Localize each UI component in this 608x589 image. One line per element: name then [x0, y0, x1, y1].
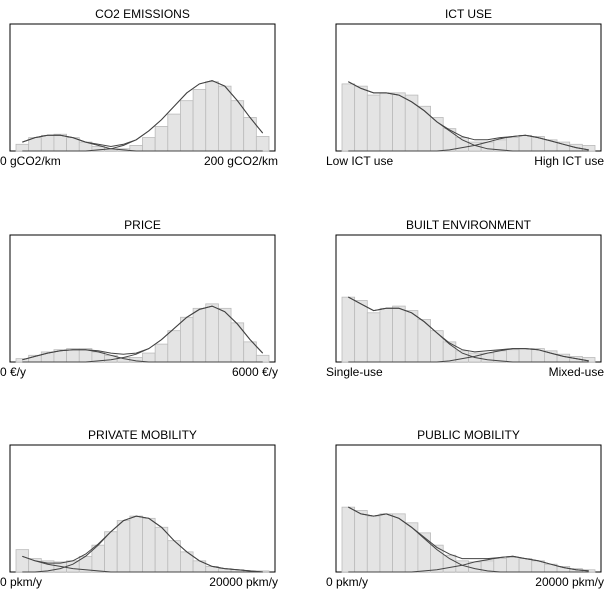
x-start-label: Low ICT use [326, 154, 393, 168]
histogram-bar [493, 558, 507, 573]
histogram-bar [205, 303, 219, 363]
density-curve [348, 81, 589, 151]
histogram-bar [255, 136, 270, 152]
histogram-bar [142, 517, 156, 573]
histogram-bar [354, 85, 368, 152]
panel-title: PRICE [124, 218, 161, 232]
histogram-bar [341, 296, 356, 363]
histogram-bar [544, 139, 558, 152]
density-curve [22, 555, 263, 573]
histogram-bar [129, 515, 143, 573]
histogram-bar [392, 513, 406, 573]
histogram-bar [167, 540, 181, 573]
histogram-bar [417, 105, 431, 152]
x-end-label: Mixed-use [549, 365, 605, 379]
x-end-label: 200 gCO2/km [204, 154, 278, 168]
histogram-bar [366, 515, 381, 573]
histogram-bar [354, 300, 368, 363]
panel-title: ICT USE [445, 7, 492, 21]
histogram-bar [205, 81, 219, 152]
histogram-bar [15, 143, 30, 152]
x-start-label: Single-use [326, 365, 383, 379]
x-start-label: 0 gCO2/km [0, 154, 61, 168]
density-curve [348, 506, 589, 572]
histogram-bar [366, 94, 381, 152]
histogram-bar [154, 126, 169, 152]
histogram-bar [341, 506, 356, 573]
histogram-bar [506, 137, 520, 152]
x-start-label: 0 pkm/y [0, 575, 42, 589]
histogram-bar [192, 89, 207, 152]
histogram-bar [430, 330, 444, 363]
histogram-bar [354, 510, 368, 573]
x-end-label: 20000 pkm/y [535, 575, 604, 589]
density-curve [22, 305, 264, 361]
x-start-label: 0 pkm/y [326, 575, 368, 589]
histogram-bar [255, 354, 270, 363]
panel-title: PUBLIC MOBILITY [417, 428, 520, 442]
histogram-bar [544, 350, 558, 363]
histogram-bar [506, 557, 520, 573]
histogram-bar [167, 113, 181, 152]
histogram-bar [66, 348, 80, 363]
x-end-label: 20000 pkm/y [209, 575, 278, 589]
histogram-bar [66, 560, 80, 573]
histogram-bar [217, 85, 232, 152]
histogram-bar [518, 134, 533, 152]
histogram-bar [379, 513, 394, 573]
histogram-bar [15, 549, 30, 573]
density-curve [348, 296, 589, 362]
histogram-bar [392, 92, 406, 152]
histogram-bar [404, 94, 419, 152]
histogram-bar [341, 83, 356, 152]
x-end-label: High ICT use [534, 154, 604, 168]
histogram-bar [154, 526, 169, 573]
histogram-bar [142, 137, 156, 152]
panel-title: CO2 EMISSIONS [95, 7, 190, 21]
histogram-bar [506, 349, 520, 363]
histogram-bar [180, 100, 194, 152]
histogram-bar [581, 145, 596, 152]
density-curve [22, 515, 263, 573]
histogram-bar [379, 307, 394, 363]
histogram-bar [104, 531, 118, 573]
histogram-bar [180, 316, 194, 363]
histogram-bar [379, 92, 394, 152]
histogram-bar [53, 133, 68, 152]
x-start-label: 0 €/y [0, 365, 26, 379]
histogram-bar [116, 520, 131, 573]
histogram-bar [167, 330, 181, 363]
histogram-bar [154, 343, 169, 363]
histogram-bar [40, 134, 55, 152]
histogram-bar [404, 310, 419, 363]
density-curve [22, 80, 264, 148]
histogram-bar [192, 307, 207, 363]
histogram-bar [230, 100, 245, 152]
histogram-bar [442, 554, 457, 573]
panel-title: BUILT ENVIRONMENT [406, 218, 532, 232]
histogram-bar [142, 352, 156, 363]
histogram-bar [366, 312, 381, 363]
histogram-bar [392, 305, 406, 363]
x-end-label: 6000 €/y [232, 365, 278, 379]
panel-title: PRIVATE MOBILITY [88, 428, 197, 442]
histogram-bar [15, 358, 30, 363]
histogram-bar [518, 558, 533, 573]
histogram-bar [518, 348, 533, 363]
